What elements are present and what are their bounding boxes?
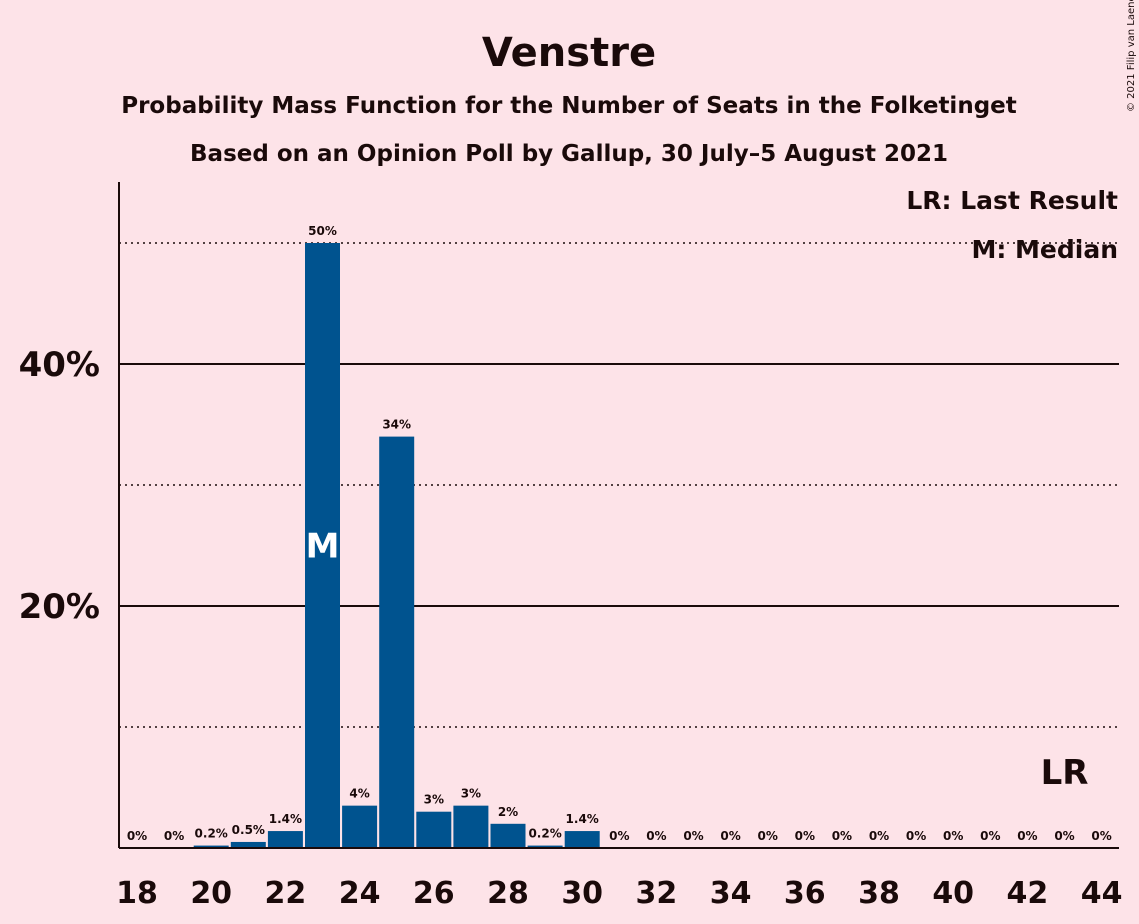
chart-subtitle-1: Probability Mass Function for the Number… bbox=[121, 93, 1017, 119]
bar-seat-27 bbox=[453, 805, 489, 848]
bar-label-seat-24: 4% bbox=[349, 787, 369, 801]
bar-seat-26 bbox=[416, 811, 452, 848]
last-result-marker: LR bbox=[1041, 753, 1089, 793]
bar-label-seat-33: 0% bbox=[683, 829, 703, 843]
bar-label-seat-42: 0% bbox=[1017, 829, 1037, 843]
x-tick-label: 28 bbox=[487, 876, 529, 911]
bar-label-seat-27: 3% bbox=[461, 787, 481, 801]
bar-label-seat-38: 0% bbox=[869, 829, 889, 843]
bar-label-seat-28: 2% bbox=[498, 805, 518, 819]
bar-label-seat-23: 50% bbox=[308, 224, 337, 238]
legend-last-result: LR: Last Result bbox=[906, 186, 1118, 215]
x-tick-label: 36 bbox=[784, 876, 826, 911]
bar-seat-25 bbox=[379, 436, 415, 848]
x-tick-label: 34 bbox=[710, 876, 752, 911]
bar-label-seat-35: 0% bbox=[758, 829, 778, 843]
bar-label-seat-19: 0% bbox=[164, 829, 184, 843]
x-tick-label: 18 bbox=[116, 876, 158, 911]
bar-seat-23 bbox=[305, 243, 340, 848]
bar-seat-21 bbox=[230, 841, 266, 848]
x-tick-label: 22 bbox=[265, 876, 307, 911]
bar-label-seat-44: 0% bbox=[1091, 829, 1111, 843]
x-tick-label: 24 bbox=[339, 876, 381, 911]
bar-label-seat-39: 0% bbox=[906, 829, 926, 843]
bar-seat-28 bbox=[490, 823, 526, 848]
median-marker: M bbox=[306, 527, 340, 567]
bar-seat-22 bbox=[267, 831, 303, 848]
x-tick-label: 42 bbox=[1007, 876, 1049, 911]
bars bbox=[193, 243, 600, 848]
bar-label-seat-34: 0% bbox=[720, 829, 740, 843]
x-tick-label: 30 bbox=[561, 876, 603, 911]
chart-title: Venstre bbox=[482, 30, 656, 76]
bar-value-labels: 0% 0% 0.2% 0.5% 1.4% 50% 4% 34% 3% 3% 2% 0.2% 1.4% 0%… bbox=[127, 224, 1112, 843]
bar-label-seat-26: 3% bbox=[424, 793, 444, 807]
bar-seat-30 bbox=[564, 831, 600, 848]
y-tick-label: 20% bbox=[19, 587, 100, 627]
bar-seat-29 bbox=[527, 845, 563, 848]
chart-subtitle-2: Based on an Opinion Poll by Gallup, 30 J… bbox=[190, 141, 948, 167]
x-tick-label: 44 bbox=[1081, 876, 1123, 911]
bar-label-seat-25: 34% bbox=[382, 418, 411, 432]
bar-label-seat-40: 0% bbox=[943, 829, 963, 843]
x-tick-label: 20 bbox=[190, 876, 232, 911]
x-tick-label: 40 bbox=[932, 876, 974, 911]
legend-median: M: Median bbox=[971, 235, 1118, 264]
x-tick-labels: 18 20 22 24 26 28 30 32 34 36 38 40 42 44 bbox=[116, 876, 1122, 911]
bar-label-seat-37: 0% bbox=[832, 829, 852, 843]
bar-seat-24 bbox=[342, 805, 378, 848]
y-tick-labels: 20% 40% bbox=[19, 345, 100, 627]
bar-label-seat-43: 0% bbox=[1054, 829, 1074, 843]
bar-label-seat-20: 0.2% bbox=[195, 827, 228, 841]
bar-label-seat-30: 1.4% bbox=[566, 812, 599, 826]
bar-seat-20 bbox=[193, 845, 229, 848]
bar-label-seat-22: 1.4% bbox=[269, 812, 302, 826]
y-tick-label: 40% bbox=[19, 345, 100, 385]
bar-label-seat-21: 0.5% bbox=[232, 823, 265, 837]
x-tick-label: 38 bbox=[858, 876, 900, 911]
bar-label-seat-32: 0% bbox=[646, 829, 666, 843]
bar-label-seat-29: 0.2% bbox=[528, 827, 561, 841]
copyright-notice: © 2021 Filip van Laenen bbox=[1126, 0, 1137, 112]
bar-label-seat-36: 0% bbox=[795, 829, 815, 843]
bar-label-seat-41: 0% bbox=[980, 829, 1000, 843]
x-tick-label: 26 bbox=[413, 876, 455, 911]
gridlines bbox=[119, 242, 1119, 728]
bar-label-seat-18: 0% bbox=[127, 829, 147, 843]
x-tick-label: 32 bbox=[636, 876, 678, 911]
bar-label-seat-31: 0% bbox=[609, 829, 629, 843]
